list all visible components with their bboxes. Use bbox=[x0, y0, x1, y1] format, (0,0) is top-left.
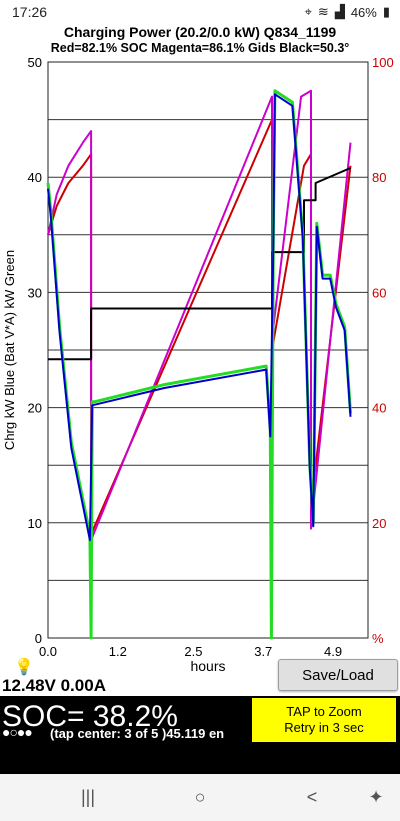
y2-tick-label: 80 bbox=[372, 170, 386, 185]
soc-readout: SOC= 38.2% bbox=[2, 700, 178, 733]
x-tick-label: 4.9 bbox=[324, 644, 342, 659]
charging-chart[interactable]: 0 10 20 30 40 50% 20 40 60 80 100 0.0 1.2 2.5 3.7 4.9 ho… bbox=[0, 56, 400, 676]
battery-percent: 46% bbox=[350, 4, 377, 20]
y-tick-label: 10 bbox=[28, 516, 42, 531]
y-axis-label: Chrg kW Blue (Bat V*A) kW Green bbox=[2, 250, 17, 450]
voltage-current-readout: 12.48V 0.00A bbox=[2, 676, 106, 695]
zoom-line2: Retry in 3 sec bbox=[284, 720, 364, 735]
signal-icon: ▟ bbox=[334, 4, 345, 19]
series-black bbox=[48, 167, 351, 361]
zoom-retry-box[interactable]: TAP to Zoom Retry in 3 sec bbox=[252, 698, 396, 742]
zoom-line1: TAP to Zoom bbox=[286, 704, 362, 719]
back-button[interactable]: < bbox=[306, 786, 318, 807]
status-dots: ●○●● bbox=[2, 724, 33, 740]
location-icon: ⌖ bbox=[304, 4, 312, 19]
y-tick-label: 20 bbox=[28, 401, 42, 416]
x-axis-label: hours bbox=[190, 658, 225, 674]
wifi-icon: ≋ bbox=[317, 4, 329, 19]
y-tick-label: 0 bbox=[35, 631, 42, 646]
status-time: 17:26 bbox=[12, 4, 48, 20]
series-blue bbox=[47, 93, 352, 542]
y2-tick-label: 100 bbox=[372, 56, 394, 70]
chart-subtitle: Red=82.1% SOC Magenta=86.1% Gids Black=5… bbox=[50, 41, 350, 55]
series-magenta bbox=[47, 89, 352, 542]
accessibility-button[interactable]: ✦ bbox=[368, 786, 384, 807]
y2-tick-label: 60 bbox=[372, 285, 386, 300]
plot-border bbox=[47, 61, 369, 639]
save-load-button[interactable]: Save/Load bbox=[278, 659, 398, 691]
home-button[interactable]: ○ bbox=[194, 786, 206, 807]
chart-axes: 0 10 20 30 40 50% 20 40 60 80 100 0.0 1.2 2.5 3.7 4.9 ho… bbox=[2, 56, 394, 674]
y2-tick-label: 20 bbox=[372, 516, 386, 531]
recent-apps-button[interactable]: ||| bbox=[80, 786, 96, 807]
tap-hint: (tap center: 3 of 5 )45.119 en bbox=[50, 726, 225, 741]
status-icons: ⌖ ≋ ▟ 46% ▮ bbox=[305, 4, 390, 20]
lightbulb-icon[interactable]: 💡 bbox=[14, 659, 34, 676]
x-tick-label: 2.5 bbox=[184, 644, 202, 659]
series-green bbox=[46, 89, 352, 640]
status-bar: 17:26 ⌖ ≋ ▟ 46% ▮ bbox=[0, 0, 400, 24]
x-tick-label: 0.0 bbox=[39, 644, 57, 659]
y-tick-label: 40 bbox=[28, 170, 42, 185]
chart-series bbox=[46, 89, 352, 640]
chart-grid bbox=[47, 61, 369, 639]
y2-tick-label: 40 bbox=[372, 401, 386, 416]
y-tick-label: 50 bbox=[28, 56, 42, 70]
battery-icon: ▮ bbox=[382, 4, 390, 19]
y2-tick-label: % bbox=[372, 631, 384, 646]
x-tick-label: 3.7 bbox=[254, 644, 272, 659]
x-tick-label: 1.2 bbox=[109, 644, 127, 659]
y-tick-label: 30 bbox=[28, 285, 42, 300]
chart-title: Charging Power (20.2/0.0 kW) Q834_1199 bbox=[63, 24, 337, 40]
nav-bar: ||| ○ < ✦ bbox=[0, 774, 400, 821]
